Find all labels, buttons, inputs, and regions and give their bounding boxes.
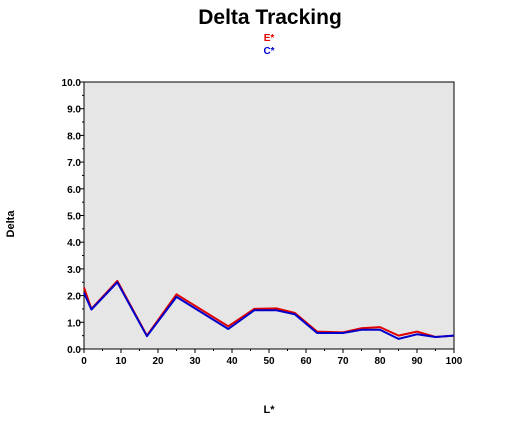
x-tick-label: 0 bbox=[81, 356, 87, 367]
x-tick-label: 20 bbox=[152, 356, 164, 367]
x-axis: 0 10 20 30 40 50 60 70 80 90 100 bbox=[81, 349, 463, 367]
x-tick-label: 60 bbox=[300, 356, 312, 367]
y-tick-label: 8.0 bbox=[67, 131, 81, 142]
y-tick-label: 4.0 bbox=[67, 238, 81, 249]
legend-entry: C* bbox=[263, 46, 274, 57]
y-axis-label: Delta bbox=[5, 210, 17, 238]
legend: E* C* bbox=[263, 33, 274, 57]
x-tick-label: 40 bbox=[226, 356, 238, 367]
plot-area bbox=[83, 81, 455, 350]
y-tick-label: 2.0 bbox=[67, 292, 81, 303]
legend-entry: E* bbox=[264, 33, 275, 44]
y-tick-label: 10.0 bbox=[62, 78, 82, 89]
y-tick-label: 7.0 bbox=[67, 158, 81, 169]
y-tick-label: 9.0 bbox=[67, 105, 81, 116]
x-tick-label: 100 bbox=[446, 356, 463, 367]
series-line-c-star bbox=[83, 281, 455, 340]
y-tick-label: 3.0 bbox=[67, 265, 81, 276]
x-tick-label: 10 bbox=[115, 356, 127, 367]
y-axis: 0.0 1.0 2.0 3.0 4.0 5.0 6.0 7.0 8.0 9.0 10.0 bbox=[62, 78, 84, 356]
x-tick-label: 50 bbox=[263, 356, 275, 367]
chart-title: Delta Tracking bbox=[198, 6, 342, 29]
y-tick-label: 5.0 bbox=[67, 212, 81, 223]
y-tick-label: 1.0 bbox=[67, 318, 81, 329]
x-tick-label: 90 bbox=[411, 356, 423, 367]
x-tick-label: 80 bbox=[374, 356, 386, 367]
y-tick-label: 0.0 bbox=[67, 345, 81, 356]
x-tick-label: 70 bbox=[337, 356, 349, 367]
series-layer bbox=[83, 279, 455, 340]
x-tick-label: 30 bbox=[189, 356, 201, 367]
x-axis-label: L* bbox=[264, 404, 276, 416]
y-tick-label: 6.0 bbox=[67, 185, 81, 196]
